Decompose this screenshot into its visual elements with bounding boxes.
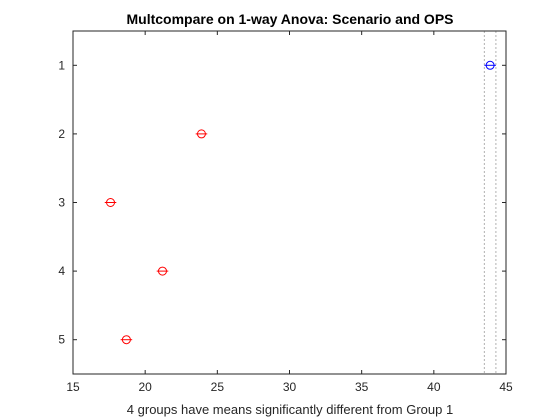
x-tick-label: 40	[427, 380, 441, 394]
group-5-interval	[120, 335, 133, 345]
x-tick-label: 35	[355, 380, 369, 394]
chart-title: Multcompare on 1-way Anova: Scenario and…	[127, 11, 454, 27]
plot-area	[72, 30, 507, 375]
x-tick-label: 20	[138, 380, 152, 394]
group-2-interval	[195, 129, 208, 139]
x-tick-label: 30	[283, 380, 297, 394]
group-intervals	[104, 60, 496, 345]
y-axis: 1 2 3 4 5	[58, 58, 506, 347]
x-tick-label: 15	[66, 380, 80, 394]
y-tick-label: 4	[58, 264, 65, 278]
group-1-interval	[484, 60, 496, 70]
group-1-mean-marker	[485, 60, 495, 70]
reference-lines	[483, 31, 497, 374]
group-2-mean-marker	[196, 129, 206, 139]
x-tick-label: 25	[211, 380, 225, 394]
group-3-interval	[104, 198, 117, 207]
group-4-mean-marker	[157, 266, 167, 276]
group-3-mean-marker	[106, 198, 116, 207]
x-axis-label: 4 groups have means significantly differ…	[127, 402, 453, 417]
y-tick-label: 2	[58, 127, 65, 141]
y-tick-label: 3	[58, 196, 65, 210]
group-5-mean-marker	[121, 335, 131, 345]
y-tick-label: 1	[58, 58, 65, 72]
x-tick-label: 45	[499, 380, 513, 394]
y-tick-label: 5	[58, 333, 65, 347]
x-axis: 15 20 25 30 35 40 45	[66, 31, 513, 394]
group-4-interval	[156, 266, 169, 276]
